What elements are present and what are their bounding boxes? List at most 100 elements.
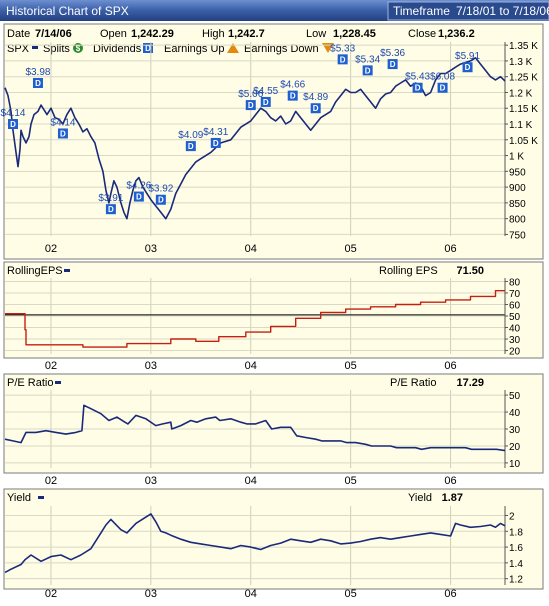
d-square-icon	[105, 204, 116, 215]
dividend-label: $5.43	[405, 72, 430, 83]
eps-grid	[5, 278, 505, 354]
dividend-label: $4.66	[280, 80, 305, 91]
dividend-marker: D$4.09	[178, 130, 204, 152]
dividend-marker: D$5.91	[455, 51, 480, 73]
legend-splits-label: Splits	[43, 43, 70, 55]
dividend-marker: D$3.92	[148, 184, 174, 205]
dividend-marker: D$5.34	[355, 54, 381, 76]
timeframe-value[interactable]: 7/18/01 to 7/18/06	[456, 4, 549, 18]
eps-y-tick-label: 80	[509, 277, 521, 288]
d-glyph: D	[263, 98, 269, 107]
d-square-icon	[155, 194, 166, 205]
eps-x-tick-label: 03	[145, 360, 157, 372]
d-square-icon	[245, 100, 256, 111]
open-value: 1,242.29	[131, 28, 174, 40]
dividend-label: $4.31	[203, 127, 228, 138]
d-square-icon	[210, 137, 221, 148]
yield-grid	[5, 506, 505, 585]
pe-y-tick-label: 50	[509, 391, 521, 402]
eps-y-tick-label: 20	[509, 347, 521, 358]
d-square-icon	[387, 59, 398, 70]
yield-series-line	[4, 513, 506, 574]
close-value: 1,236.2	[438, 28, 475, 40]
low-label: Low	[306, 28, 326, 40]
dollar-glyph: $	[76, 44, 81, 53]
pe-grid	[5, 390, 505, 468]
legend-earnings-down-label: Earnings Down	[244, 43, 319, 55]
date-value: 7/14/06	[35, 28, 72, 40]
yield-series	[4, 513, 506, 574]
pe-x-tick-label: 04	[245, 475, 257, 487]
yield-x-tick-label: 02	[45, 588, 57, 600]
legend-dividends-label: Dividends	[93, 43, 142, 55]
pe-value-label: P/E Ratio	[390, 377, 436, 389]
yield-axis: 02 03 04 05 06 1.2 1.4 1.6 1.8 2	[45, 506, 523, 600]
d-glyph: D	[465, 63, 471, 72]
dividend-marker: D$4.31	[203, 127, 229, 148]
pe-legend-swatch	[55, 381, 61, 384]
high-value: 1,242.7	[228, 28, 265, 40]
pe-x-tick-label: 03	[145, 475, 157, 487]
dividend-marker: D$4.55	[253, 86, 279, 107]
dividend-marker: D$4.14	[0, 108, 26, 130]
d-glyph: D	[248, 101, 254, 110]
legend-series-label: SPX	[7, 43, 30, 55]
price-y-tick-label: 1 K	[509, 152, 524, 163]
price-y-tick-label: 1.3 K	[509, 57, 533, 68]
price-x-tick-label: 03	[145, 243, 157, 255]
open-label: Open	[100, 28, 127, 40]
eps-y-tick-label: 40	[509, 324, 521, 335]
eps-y-tick-label: 60	[509, 300, 521, 311]
d-square-icon	[310, 103, 321, 114]
dividend-label: $4.09	[178, 130, 203, 141]
dividend-marker: D$3.91	[98, 193, 124, 215]
pe-panel-bg	[3, 373, 544, 474]
pe-y-tick-label: 10	[509, 459, 521, 470]
d-square-icon	[260, 96, 271, 107]
d-square-icon	[287, 90, 298, 101]
yield-x-tick-label: 05	[345, 588, 357, 600]
dividend-label: $3.92	[148, 184, 173, 195]
pe-x-tick-label: 06	[444, 475, 456, 487]
price-y-tick-label: 1.35 K	[509, 41, 538, 52]
yield-value-label: Yield	[408, 492, 432, 504]
dividend-label: $5.91	[455, 51, 480, 62]
dividend-marker: D$6.08	[430, 72, 456, 93]
price-x-tick-label: 06	[444, 243, 456, 255]
pe-y-tick-label: 40	[509, 408, 521, 419]
d-glyph: D	[35, 79, 41, 88]
eps-y-tick-label: 50	[509, 312, 521, 323]
d-glyph: D	[158, 196, 164, 205]
pe-series-line	[4, 404, 506, 452]
eps-value-label: Rolling EPS	[379, 265, 438, 277]
dividend-label: $5.33	[330, 43, 355, 54]
d-glyph: D	[188, 142, 194, 151]
d-square-icon[interactable]	[143, 43, 153, 53]
d-square-icon	[57, 128, 68, 139]
triangle-up-icon[interactable]	[227, 43, 239, 53]
dividend-marker: D$4.14	[50, 117, 76, 139]
dividend-label: $5.34	[355, 54, 380, 65]
timeframe-box[interactable]	[387, 1, 549, 21]
quote-row: Date 7/14/06 Open 1,242.29 High 1,242.7 …	[7, 28, 475, 40]
price-x-tick-label: 04	[245, 243, 257, 255]
dividend-marker: D$5.36	[380, 48, 406, 70]
d-glyph: D	[340, 55, 346, 64]
d-square-icon	[462, 62, 473, 73]
dividend-label: $4.55	[253, 86, 278, 97]
yield-panel-bg	[3, 488, 544, 590]
legend-row: SPX Splits $ Dividends D Earnings Up Ear…	[7, 43, 334, 55]
eps-legend-swatch	[64, 269, 70, 272]
dividend-label: $5.36	[380, 48, 405, 59]
eps-x-tick-label: 04	[245, 360, 257, 372]
d-square-icon	[7, 119, 18, 130]
dividend-label: $3.98	[25, 67, 50, 78]
pe-y-tick-label: 20	[509, 442, 521, 453]
dividend-label: $4.26	[126, 181, 151, 192]
dividend-marker: D$4.66	[280, 80, 306, 101]
dividend-label: $4.89	[303, 92, 328, 103]
eps-series-line	[5, 290, 505, 348]
legend-earnings-up-label: Earnings Up	[164, 43, 225, 55]
yield-y-tick-label: 2	[509, 511, 515, 522]
